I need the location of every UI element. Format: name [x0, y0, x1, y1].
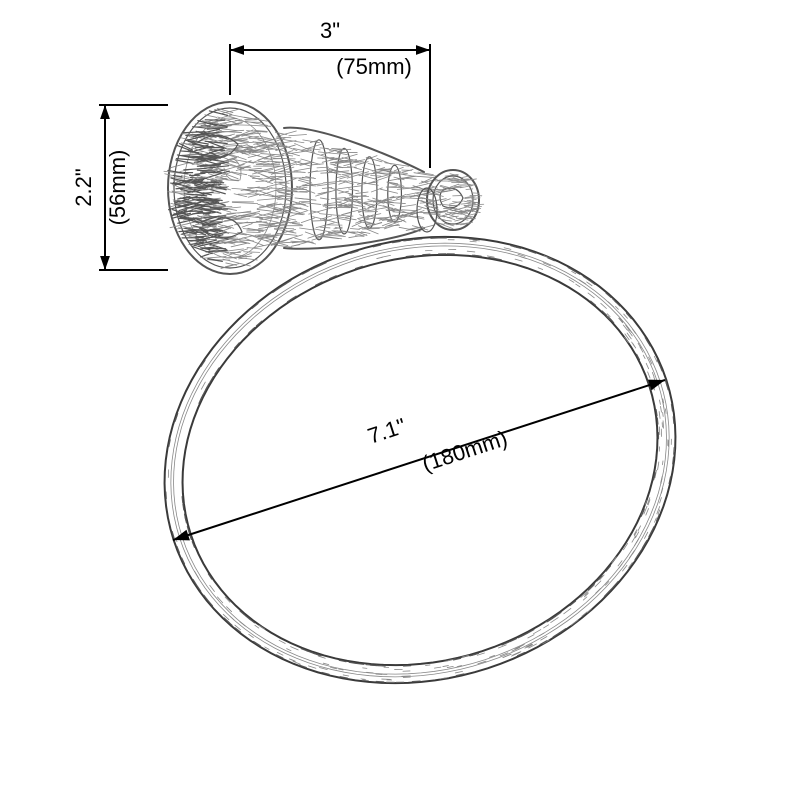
dim-diameter-label-secondary: (180mm) [419, 425, 510, 476]
dim-height-label-secondary: (56mm) [105, 150, 130, 226]
dim-width-label-secondary: (75mm) [336, 54, 412, 79]
dim-height-label-primary: 2.2" [71, 168, 96, 206]
wall-mount-base [164, 102, 484, 274]
dim-diameter-label-primary: 7.1" [365, 413, 409, 449]
dim-diameter-line [173, 380, 665, 540]
dimension-annotations: 3" (75mm) 2.2" (56mm) 7.1" (180mm) [71, 18, 665, 540]
dim-width-label-primary: 3" [320, 18, 340, 43]
